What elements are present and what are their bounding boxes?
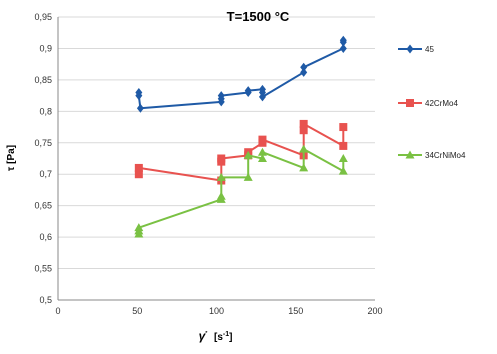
data-point bbox=[299, 119, 308, 128]
data-point bbox=[135, 91, 143, 101]
data-point bbox=[257, 154, 267, 162]
gridlines bbox=[58, 16, 375, 270]
series-45 bbox=[135, 35, 347, 113]
y-tick-label: 0,75 bbox=[34, 138, 52, 148]
data-point bbox=[299, 144, 309, 153]
data-point bbox=[216, 191, 226, 200]
y-tick-label: 0,55 bbox=[34, 264, 52, 274]
legend-swatch-marker bbox=[406, 99, 414, 107]
data-point bbox=[134, 223, 144, 232]
data-point bbox=[338, 166, 348, 175]
chart-title: T=1500 °C bbox=[227, 9, 290, 24]
data-point bbox=[258, 92, 266, 102]
x-axis-label-symbol: γ̇ bbox=[199, 329, 208, 343]
legend-item: 42CrMo4 bbox=[398, 99, 458, 108]
y-tick-label: 0,9 bbox=[39, 43, 52, 53]
y-axis-label: τ [Pa] bbox=[6, 145, 17, 171]
y-tick-label: 0,8 bbox=[39, 106, 52, 116]
data-point bbox=[244, 86, 252, 96]
x-axis-label: γ̇ [s-1] bbox=[199, 329, 233, 343]
data-point bbox=[339, 141, 348, 150]
y-tick-label: 0,85 bbox=[34, 75, 52, 85]
data-point bbox=[338, 154, 348, 162]
x-tick-label: 100 bbox=[209, 306, 224, 316]
x-tick-label: 200 bbox=[367, 306, 382, 316]
legend-swatch-marker bbox=[406, 44, 414, 54]
series-34crnimo4 bbox=[134, 144, 348, 238]
data-point bbox=[300, 62, 308, 72]
legend-item: 45 bbox=[398, 44, 434, 54]
legend-label: 34CrNiMo4 bbox=[425, 151, 466, 160]
data-point bbox=[339, 123, 348, 132]
y-tick-label: 0,7 bbox=[39, 169, 52, 179]
legend-label: 42CrMo4 bbox=[425, 99, 458, 108]
data-point bbox=[258, 135, 267, 144]
data-point bbox=[243, 172, 253, 181]
series-line bbox=[137, 40, 345, 110]
axes bbox=[57, 17, 375, 301]
data-point bbox=[134, 170, 143, 179]
data-point bbox=[217, 154, 226, 163]
legend-item: 34CrNiMo4 bbox=[398, 150, 466, 160]
series-42crmo4 bbox=[134, 119, 348, 185]
y-tick-label: 0,6 bbox=[39, 232, 52, 242]
data-point bbox=[257, 147, 267, 156]
data-point bbox=[136, 103, 144, 113]
y-tick-label: 0,5 bbox=[39, 295, 52, 305]
y-tick-label: 0,65 bbox=[34, 201, 52, 211]
legend-swatch-marker bbox=[405, 150, 415, 159]
data-point bbox=[339, 35, 347, 45]
x-tick-label: 150 bbox=[288, 306, 303, 316]
data-point bbox=[299, 126, 308, 135]
x-axis-label-unit: [s-1] bbox=[214, 331, 232, 343]
x-tick-labels: 0 50 100 150 200 bbox=[55, 306, 382, 316]
data-point bbox=[299, 163, 309, 172]
data-point bbox=[216, 172, 226, 181]
legend: 45 42CrMo4 34CrNiMo4 bbox=[398, 44, 466, 160]
data-point bbox=[300, 67, 308, 77]
y-tick-label: 0,95 bbox=[34, 12, 52, 22]
data-point bbox=[217, 91, 225, 101]
x-tick-label: 0 bbox=[55, 306, 60, 316]
y-tick-labels: 0,5 0,55 0,6 0,65 0,7 0,75 0,8 0,85 0,9 0,95 bbox=[34, 12, 52, 305]
data-point bbox=[243, 150, 253, 159]
series-line bbox=[137, 122, 345, 182]
data-point bbox=[134, 163, 143, 172]
data-point bbox=[339, 43, 347, 53]
series-line bbox=[137, 148, 345, 234]
series-group bbox=[134, 35, 348, 238]
x-tick-label: 50 bbox=[132, 306, 142, 316]
legend-label: 45 bbox=[425, 45, 434, 54]
